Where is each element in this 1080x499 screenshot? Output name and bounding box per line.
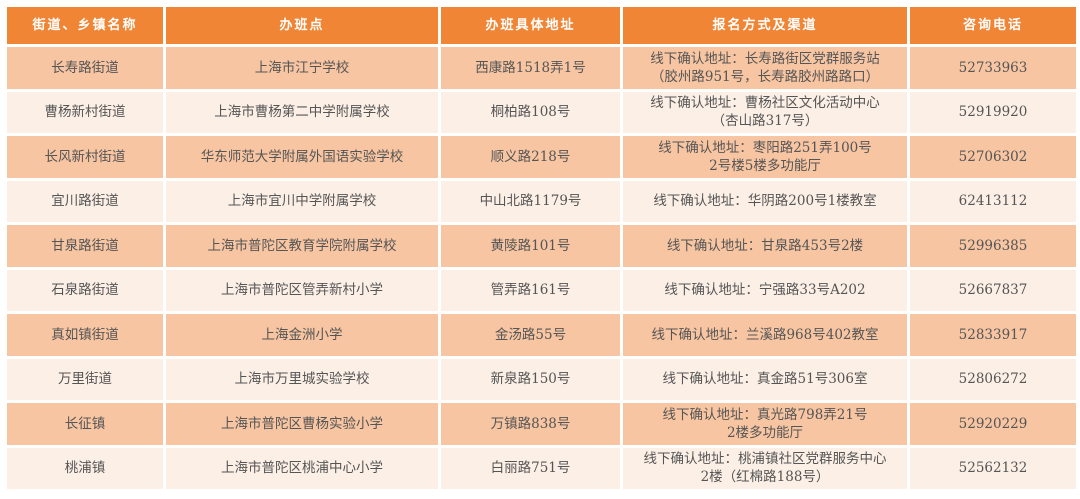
cell-address: 桐柏路108号 [441, 91, 620, 133]
signup-line: 线下确认地址：兰溪路968号402教室 [651, 326, 879, 343]
cell-address: 顺义路218号 [441, 136, 620, 178]
cell-site: 上海市万里城实验学校 [166, 358, 438, 400]
signup-line: （杏山路317号） [711, 113, 819, 130]
cell-signup: 线下确认地址：兰溪路968号402教室 [623, 314, 907, 356]
signup-line: 线下确认地址：枣阳路251弄100号 [658, 139, 872, 156]
class-sites-table: 街道、乡镇名称 办班点 办班具体地址 报名方式及渠道 咨询电话长寿路街道 上海市江宁学校西… [7, 7, 1076, 489]
cell-district: 甘泉路街道 [7, 225, 163, 267]
cell-site: 上海市江宁学校 [166, 47, 438, 89]
cell-phone: 52562132 [910, 447, 1076, 489]
cell-district: 桃浦镇 [7, 447, 163, 489]
cell-site: 华东师范大学附属外国语实验学校 [166, 136, 438, 178]
cell-site: 上海市普陀区管弄新村小学 [166, 269, 438, 311]
cell-phone: 52806272 [910, 358, 1076, 400]
cell-signup: 线下确认地址：宁强路33号A202 [623, 269, 907, 311]
header-site: 办班点 [166, 7, 438, 44]
cell-signup: 线下确认地址：真光路798弄21号 2楼多功能厅 [623, 403, 907, 445]
cell-phone: 52706302 [910, 136, 1076, 178]
cell-district: 曹杨新村街道 [7, 91, 163, 133]
cell-signup: 线下确认地址：曹杨社区文化活动中心 （杏山路317号） [623, 91, 907, 133]
cell-phone: 52733963 [910, 47, 1076, 89]
cell-site: 上海市普陀区教育学院附属学校 [166, 225, 438, 267]
cell-signup: 线下确认地址：华阴路200号1楼教室 [623, 180, 907, 222]
cell-district: 长寿路街道 [7, 47, 163, 89]
cell-district: 石泉路街道 [7, 269, 163, 311]
cell-site: 上海市普陀区曹杨实验小学 [166, 403, 438, 445]
cell-address: 管弄路161号 [441, 269, 620, 311]
cell-signup: 线下确认地址：枣阳路251弄100号 2号楼5楼多功能厅 [623, 136, 907, 178]
header-district: 街道、乡镇名称 [7, 7, 163, 44]
signup-line: 线下确认地址：宁强路33号A202 [664, 282, 866, 299]
cell-signup: 线下确认地址：桃浦镇社区党群服务中心 2楼（红棉路188号） [623, 447, 907, 489]
signup-line: 2楼多功能厅 [726, 424, 804, 441]
cell-district: 宜川路街道 [7, 180, 163, 222]
cell-site: 上海金洲小学 [166, 314, 438, 356]
cell-district: 长风新村街道 [7, 136, 163, 178]
cell-address: 新泉路150号 [441, 358, 620, 400]
signup-line: 线下确认地址：真金路51号306室 [662, 371, 868, 388]
signup-line: 线下确认地址：曹杨社区文化活动中心 [650, 95, 880, 112]
cell-site: 上海市曹杨第二中学附属学校 [166, 91, 438, 133]
signup-line: 线下确认地址：华阴路200号1楼教室 [653, 193, 877, 210]
cell-signup: 线下确认地址：甘泉路453号2楼 [623, 225, 907, 267]
signup-line: 2号楼5楼多功能厅 [709, 157, 821, 174]
cell-address: 万镇路838号 [441, 403, 620, 445]
header-signup: 报名方式及渠道 [623, 7, 907, 44]
cell-signup: 线下确认地址：长寿路街区党群服务站 （胶州路951号，长寿路胶州路路口） [623, 47, 907, 89]
header-address: 办班具体地址 [441, 7, 620, 44]
signup-line: 线下确认地址：真光路798弄21号 [662, 406, 868, 423]
header-phone: 咨询电话 [910, 7, 1076, 44]
cell-address: 中山北路1179号 [441, 180, 620, 222]
cell-district: 长征镇 [7, 403, 163, 445]
cell-address: 白丽路751号 [441, 447, 620, 489]
signup-line: 线下确认地址：桃浦镇社区党群服务中心 [643, 451, 887, 468]
cell-address: 黄陵路101号 [441, 225, 620, 267]
signup-line: （胶州路951号，长寿路胶州路路口） [650, 68, 880, 85]
cell-phone: 62413112 [910, 180, 1076, 222]
cell-site: 上海市宜川中学附属学校 [166, 180, 438, 222]
cell-phone: 52920229 [910, 403, 1076, 445]
signup-line: 线下确认地址：甘泉路453号2楼 [666, 237, 864, 254]
cell-signup: 线下确认地址：真金路51号306室 [623, 358, 907, 400]
cell-address: 西康路1518弄1号 [441, 47, 620, 89]
cell-phone: 52919920 [910, 91, 1076, 133]
cell-phone: 52667837 [910, 269, 1076, 311]
signup-line: 2楼（红棉路188号） [700, 469, 830, 486]
cell-phone: 52996385 [910, 225, 1076, 267]
cell-district: 真如镇街道 [7, 314, 163, 356]
cell-site: 上海市普陀区桃浦中心小学 [166, 447, 438, 489]
signup-line: 线下确认地址：长寿路街区党群服务站 [650, 50, 880, 67]
cell-phone: 52833917 [910, 314, 1076, 356]
cell-address: 金汤路55号 [441, 314, 620, 356]
cell-district: 万里街道 [7, 358, 163, 400]
